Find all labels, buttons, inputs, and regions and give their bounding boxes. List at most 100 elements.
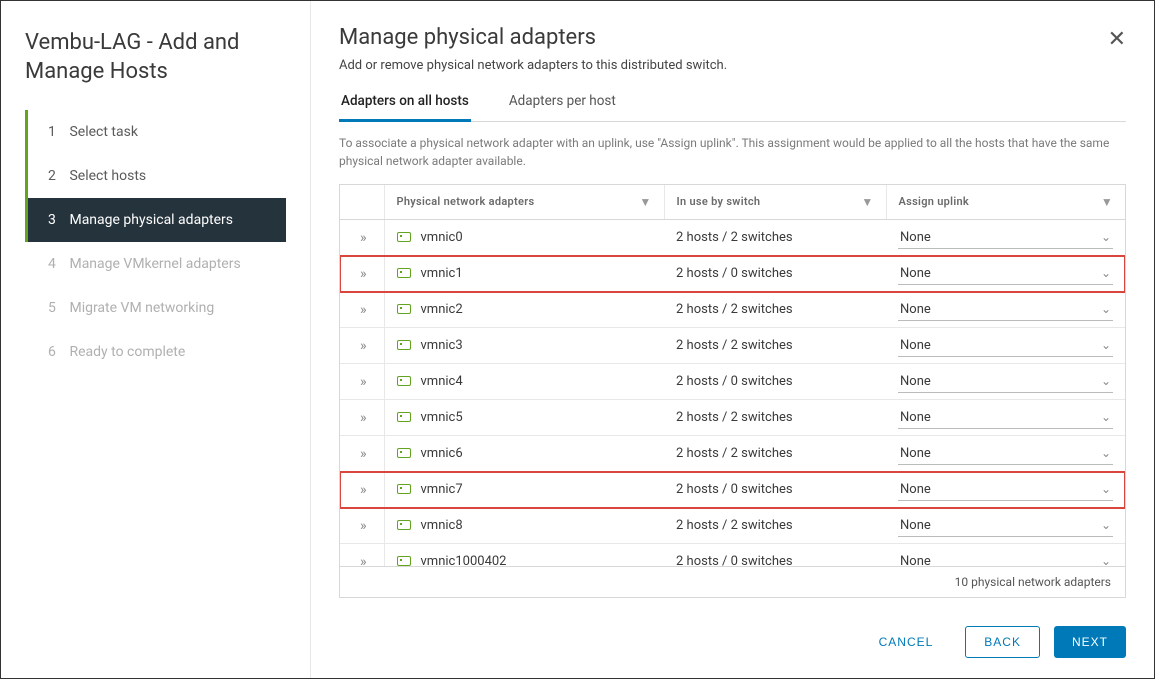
back-button[interactable]: BACK bbox=[965, 626, 1040, 658]
uplink-value: None bbox=[900, 266, 931, 281]
inuse-cell: 2 hosts / 0 switches bbox=[664, 544, 886, 567]
uplink-value: None bbox=[900, 230, 931, 245]
nic-icon bbox=[397, 304, 411, 314]
adapter-name: vmnic0 bbox=[421, 230, 463, 245]
inuse-cell: 2 hosts / 2 switches bbox=[664, 220, 886, 256]
chevron-down-icon: ⌄ bbox=[1101, 554, 1111, 566]
col-header-inuse[interactable]: In use by switch ▼ bbox=[664, 185, 886, 220]
assign-uplink-select[interactable]: None⌄ bbox=[898, 263, 1113, 285]
expand-row-button[interactable]: » bbox=[340, 472, 384, 508]
assign-uplink-select[interactable]: None ⌄ bbox=[898, 335, 1113, 357]
wizard-step[interactable]: 1 Select task bbox=[25, 110, 286, 154]
expand-row-button[interactable]: » bbox=[340, 508, 384, 544]
wizard-step[interactable]: 2 Select hosts bbox=[25, 154, 286, 198]
assign-uplink-select[interactable]: None⌄ bbox=[898, 371, 1113, 393]
filter-icon[interactable]: ▼ bbox=[639, 195, 651, 209]
uplink-value: None bbox=[900, 338, 931, 353]
expand-row-button[interactable]: » bbox=[340, 256, 384, 292]
expand-row-button[interactable]: » bbox=[340, 400, 384, 436]
table-footer-count: 10 physical network adapters bbox=[340, 566, 1125, 597]
step-label: Migrate VM networking bbox=[66, 300, 214, 316]
nic-icon bbox=[397, 484, 411, 494]
chevron-down-icon: ⌄ bbox=[1101, 410, 1111, 424]
assign-uplink-select[interactable]: None⌄ bbox=[898, 299, 1113, 321]
assign-uplink-select[interactable]: None⌄ bbox=[898, 227, 1113, 249]
adapter-name-cell: vmnic4 bbox=[384, 364, 664, 400]
step-number: 4 bbox=[48, 256, 66, 272]
nic-icon bbox=[397, 268, 411, 278]
hint-text: To associate a physical network adapter … bbox=[339, 134, 1126, 170]
inuse-cell: 2 hosts / 0 switches bbox=[664, 256, 886, 292]
chevron-right-icon: » bbox=[360, 266, 364, 282]
table-row: »vmnic22 hosts / 2 switchesNone⌄ bbox=[340, 292, 1125, 328]
inuse-cell: 2 hosts / 2 switches bbox=[664, 508, 886, 544]
step-label: Manage VMkernel adapters bbox=[66, 256, 241, 272]
nic-icon bbox=[397, 556, 411, 566]
expand-row-button[interactable]: » bbox=[340, 544, 384, 567]
inuse-cell: 2 hosts / 2 switches bbox=[664, 436, 886, 472]
table-row: »vmnic52 hosts / 2 switches None ⌄ bbox=[340, 400, 1125, 436]
cancel-button[interactable]: CANCEL bbox=[861, 626, 952, 658]
assign-uplink-select[interactable]: None ⌄ bbox=[898, 407, 1113, 429]
step-number: 1 bbox=[48, 124, 66, 140]
expand-row-button[interactable]: » bbox=[340, 364, 384, 400]
tab[interactable]: Adapters on all hosts bbox=[339, 85, 471, 122]
filter-icon[interactable]: ▼ bbox=[1101, 195, 1113, 209]
filter-icon[interactable]: ▼ bbox=[861, 195, 873, 209]
inuse-cell: 2 hosts / 0 switches bbox=[664, 472, 886, 508]
wizard-step[interactable]: 3 Manage physical adapters bbox=[25, 198, 286, 242]
expand-row-button[interactable]: » bbox=[340, 220, 384, 256]
chevron-right-icon: » bbox=[360, 338, 364, 354]
chevron-down-icon: ⌄ bbox=[1101, 518, 1111, 532]
adapter-name-cell: vmnic0 bbox=[384, 220, 664, 256]
adapter-name: vmnic6 bbox=[421, 446, 463, 461]
adapter-name-cell: vmnic3 bbox=[384, 328, 664, 364]
page-title: Manage physical adapters bbox=[339, 25, 1126, 50]
chevron-right-icon: » bbox=[360, 230, 364, 246]
table-row: » vmnic8 2 hosts / 2 switches None⌄ bbox=[340, 508, 1125, 544]
chevron-right-icon: » bbox=[360, 518, 364, 534]
adapter-name: vmnic8 bbox=[421, 518, 463, 533]
col-header-uplink[interactable]: Assign uplink ▼ bbox=[886, 185, 1125, 220]
inuse-cell: 2 hosts / 2 switches bbox=[664, 400, 886, 436]
step-number: 2 bbox=[48, 168, 66, 184]
table-row: » vmnic3 2 hosts / 2 switches None ⌄ bbox=[340, 328, 1125, 364]
wizard-step: 4 Manage VMkernel adapters bbox=[25, 242, 286, 286]
assign-uplink-select[interactable]: None⌄ bbox=[898, 515, 1113, 537]
button-row: CANCEL BACK NEXT bbox=[339, 598, 1126, 658]
table-row: » vmnic0 2 hosts / 2 switches None⌄ bbox=[340, 220, 1125, 256]
inuse-cell: 2 hosts / 2 switches bbox=[664, 328, 886, 364]
col-header-expand bbox=[340, 185, 384, 220]
adapter-name: vmnic2 bbox=[421, 302, 463, 317]
chevron-right-icon: » bbox=[360, 446, 364, 462]
adapter-name: vmnic1 bbox=[421, 266, 463, 281]
chevron-right-icon: » bbox=[360, 482, 364, 498]
inuse-cell: 2 hosts / 0 switches bbox=[664, 364, 886, 400]
tab-bar: Adapters on all hosts Adapters per host bbox=[339, 85, 1126, 122]
table-row: » vmnic1000402 2 hosts / 0 switches None⌄ bbox=[340, 544, 1125, 567]
uplink-value: None bbox=[900, 374, 931, 389]
wizard-sidebar: Vembu-LAG - Add and Manage Hosts 1 Selec… bbox=[1, 1, 311, 678]
adapter-name: vmnic3 bbox=[421, 338, 463, 353]
expand-row-button[interactable]: » bbox=[340, 328, 384, 364]
expand-row-button[interactable]: » bbox=[340, 292, 384, 328]
wizard-step: 5 Migrate VM networking bbox=[25, 286, 286, 330]
step-number: 3 bbox=[48, 212, 66, 228]
col-header-adapter[interactable]: Physical network adapters ▼ bbox=[384, 185, 664, 220]
assign-uplink-select[interactable]: None⌄ bbox=[898, 443, 1113, 465]
adapter-name-cell: vmnic5 bbox=[384, 400, 664, 436]
assign-uplink-select[interactable]: None⌄ bbox=[898, 551, 1113, 567]
chevron-down-icon: ⌄ bbox=[1101, 338, 1111, 352]
chevron-right-icon: » bbox=[360, 374, 364, 390]
tab[interactable]: Adapters per host bbox=[507, 85, 618, 122]
table-scroll-area[interactable]: Physical network adapters ▼ In use by sw… bbox=[340, 185, 1125, 566]
next-button[interactable]: NEXT bbox=[1054, 626, 1126, 658]
uplink-value: None bbox=[900, 410, 931, 425]
close-icon[interactable]: ✕ bbox=[1108, 27, 1126, 52]
adapter-name-cell: vmnic8 bbox=[384, 508, 664, 544]
assign-uplink-select[interactable]: None⌄ bbox=[898, 479, 1113, 501]
dialog-title: Vembu-LAG - Add and Manage Hosts bbox=[25, 29, 286, 86]
step-label: Manage physical adapters bbox=[66, 212, 233, 228]
expand-row-button[interactable]: » bbox=[340, 436, 384, 472]
adapter-name: vmnic1000402 bbox=[421, 554, 507, 566]
